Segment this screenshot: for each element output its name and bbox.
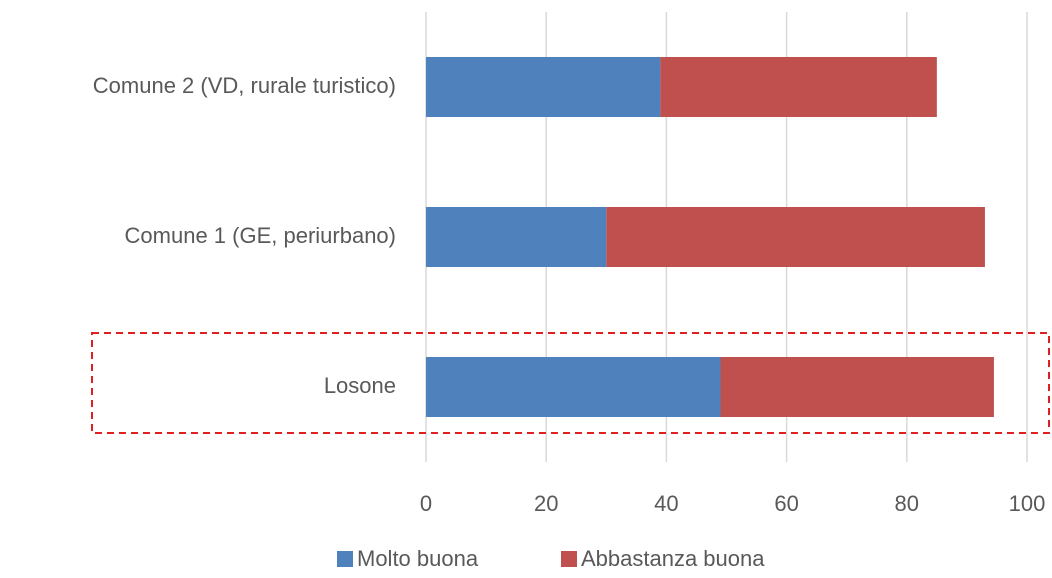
y-tick-label: Comune 2 (VD, rurale turistico) [93,73,396,98]
bar-segment [660,57,937,117]
x-tick-label: 60 [774,491,798,516]
bar-segment [720,357,994,417]
x-tick-label: 100 [1009,491,1046,516]
legend-label: Abbastanza buona [581,546,765,571]
bar-segment [606,207,985,267]
y-tick-label: Losone [324,373,396,398]
bar-segment [426,207,607,267]
legend-label: Molto buona [357,546,479,571]
y-tick-label: Comune 1 (GE, periurbano) [125,223,396,248]
x-tick-label: 80 [895,491,919,516]
legend-swatch [337,551,353,567]
bar-segment [426,57,661,117]
x-tick-label: 0 [420,491,432,516]
bar-segment [426,357,721,417]
x-tick-label: 20 [534,491,558,516]
legend-swatch [561,551,577,567]
highlight-box [91,332,1050,434]
x-tick-label: 40 [654,491,678,516]
